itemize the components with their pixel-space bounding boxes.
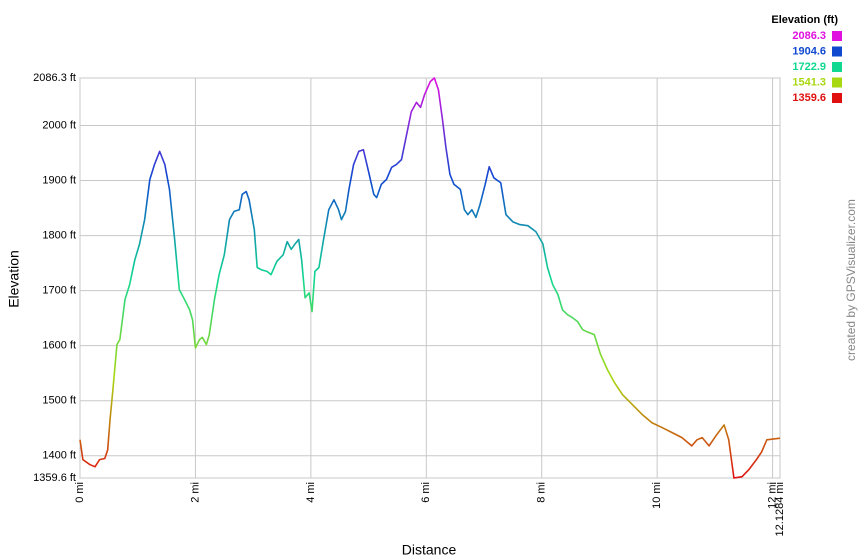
legend-label: 1541.3 (792, 76, 826, 88)
y-axis-title: Elevation (6, 250, 22, 308)
y-tick-label: 1359.6 ft (33, 472, 76, 484)
x-tick-label: 4 mi (305, 482, 317, 503)
y-tick-label: 1600 ft (42, 340, 76, 352)
x-tick-label: 6 mi (420, 482, 432, 503)
x-axis-title: Distance (402, 542, 457, 558)
credit: created by GPSVisualizer.com (844, 199, 858, 361)
x-tick-label: 8 mi (536, 482, 548, 503)
y-tick-label: 1800 ft (42, 229, 76, 241)
legend-swatch (832, 77, 842, 88)
legend-swatch (832, 46, 842, 57)
x-tick-label: 2 mi (189, 482, 201, 503)
x-tick-label: 10 mi (651, 482, 663, 509)
y-tick-label: 2086.3 ft (33, 72, 76, 84)
plot-frame (79, 77, 781, 479)
x-tick-label: 12.1284 mi (774, 482, 786, 536)
y-tick-label: 1900 ft (42, 174, 76, 186)
elevation-line (79, 77, 781, 479)
legend-swatch (832, 62, 842, 72)
legend-label: 1904.6 (792, 45, 826, 57)
legend-swatch (832, 93, 842, 103)
legend-label: 1722.9 (792, 61, 826, 73)
y-tick-label: 1500 ft (42, 395, 76, 407)
x-tick-label: 12 mi (766, 482, 778, 509)
legend-title: Elevation (ft) (771, 14, 838, 26)
legend-label: 2086.3 (792, 30, 826, 42)
legend-swatch (832, 31, 842, 41)
y-tick-label: 1700 ft (42, 285, 76, 297)
y-tick-label: 1400 ft (42, 450, 76, 462)
x-tick-label: 0 mi (74, 482, 86, 503)
legend-label: 1359.6 (792, 92, 826, 104)
y-tick-label: 2000 ft (42, 119, 76, 131)
